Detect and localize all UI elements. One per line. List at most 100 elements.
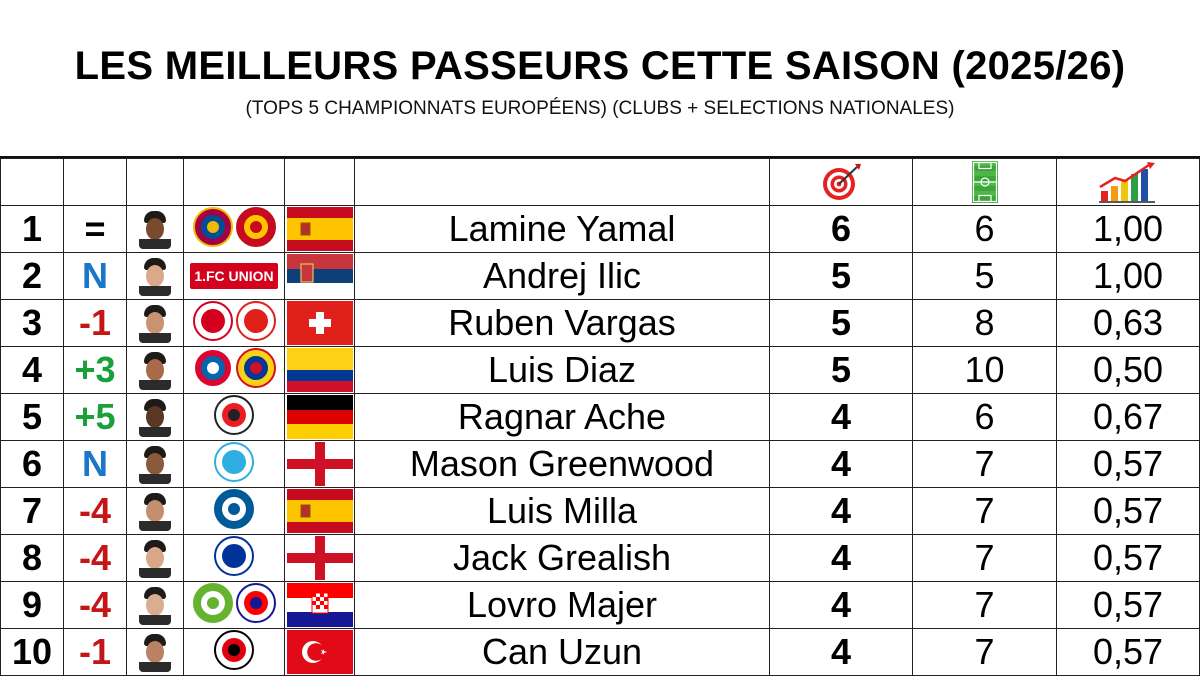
avatar — [139, 303, 171, 343]
club-logo — [192, 582, 233, 628]
movement-cell: -4 — [63, 581, 127, 629]
assists-cell: 5 — [769, 346, 913, 394]
assists-cell: 4 — [769, 534, 913, 582]
player-name-cell: Lovro Majer — [354, 581, 770, 629]
player-name-cell: Mason Greenwood — [354, 440, 770, 488]
avatar — [139, 538, 171, 578]
flag-england — [286, 442, 353, 486]
ratio-cell: 0,57 — [1056, 534, 1200, 582]
club-logo — [214, 535, 254, 581]
flag-cell — [284, 534, 355, 582]
club-logo — [214, 441, 254, 487]
matches-cell: 7 — [912, 628, 1057, 676]
rank-cell: 9 — [0, 581, 64, 629]
avatar — [139, 256, 171, 296]
rank-cell: 4 — [0, 346, 64, 394]
ratio-cell: 0,57 — [1056, 581, 1200, 629]
player-photo-cell — [126, 346, 184, 394]
movement-cell: -1 — [63, 299, 127, 347]
club-logo-cell — [183, 205, 285, 253]
ratio-cell: 1,00 — [1056, 252, 1200, 300]
rank-cell: 6 — [0, 440, 64, 488]
flag-spain — [286, 489, 353, 533]
table-row: 5 +5 Ragnar Ache 4 6 0,67 — [0, 393, 1200, 441]
movement-cell: N — [63, 252, 127, 300]
flag-cell — [284, 440, 355, 488]
flag-cell — [284, 205, 355, 253]
avatar — [139, 632, 171, 672]
rank-cell: 2 — [0, 252, 64, 300]
player-photo-cell — [126, 205, 184, 253]
national-team-logo — [235, 300, 276, 346]
flag-england — [286, 536, 353, 580]
table-row: 2 N 1.FC UNION Andrej Ilic 5 5 1,00 — [0, 252, 1200, 300]
player-name-cell: Ragnar Ache — [354, 393, 770, 441]
flag-cell — [284, 628, 355, 676]
assists-cell: 6 — [769, 205, 913, 253]
ratio-cell: 0,57 — [1056, 487, 1200, 535]
player-name-cell: Ruben Vargas — [354, 299, 770, 347]
flag-croatia — [286, 583, 353, 627]
page-subtitle: (TOPS 5 CHAMPIONNATS EUROPÉENS) (CLUBS +… — [245, 98, 955, 119]
flag-cell — [284, 393, 355, 441]
movement-cell: = — [63, 205, 127, 253]
avatar — [139, 350, 171, 390]
player-photo-cell — [126, 487, 184, 535]
matches-cell: 6 — [912, 393, 1057, 441]
ratio-cell: 0,57 — [1056, 628, 1200, 676]
club-logo-cell — [183, 534, 285, 582]
matches-cell: 8 — [912, 299, 1057, 347]
flag-cell — [284, 252, 355, 300]
header-move-cell — [63, 158, 127, 206]
ratio-cell: 0,67 — [1056, 393, 1200, 441]
rank-cell: 10 — [0, 628, 64, 676]
player-photo-cell — [126, 440, 184, 488]
matches-cell: 6 — [912, 205, 1057, 253]
matches-cell: 7 — [912, 534, 1057, 582]
club-logo: 1.FC UNION — [190, 263, 278, 289]
flag-turkey — [286, 630, 353, 674]
national-team-logo — [235, 347, 276, 393]
table-row: 1 = Lamine Yamal 6 6 1,00 — [0, 205, 1200, 253]
assists-cell: 4 — [769, 581, 913, 629]
club-logo — [214, 488, 254, 534]
header-photo-cell — [126, 158, 184, 206]
club-logo-cell — [183, 628, 285, 676]
table-row: 6 N Mason Greenwood 4 7 0,57 — [0, 440, 1200, 488]
rank-cell: 3 — [0, 299, 64, 347]
movement-cell: +5 — [63, 393, 127, 441]
flag-cell — [284, 346, 355, 394]
player-photo-cell — [126, 252, 184, 300]
club-logo — [192, 300, 233, 346]
player-name-cell: Jack Grealish — [354, 534, 770, 582]
assists-cell: 4 — [769, 393, 913, 441]
avatar — [139, 397, 171, 437]
player-photo-cell — [126, 628, 184, 676]
flag-spain — [286, 207, 353, 251]
assists-cell: 5 — [769, 252, 913, 300]
table-row: 4 +3 Luis Diaz 5 10 0,50 — [0, 346, 1200, 394]
rank-cell: 5 — [0, 393, 64, 441]
avatar — [139, 209, 171, 249]
player-name-cell: Lamine Yamal — [354, 205, 770, 253]
club-logo — [192, 347, 233, 393]
player-photo-cell — [126, 393, 184, 441]
player-photo-cell — [126, 581, 184, 629]
assists-cell: 4 — [769, 440, 913, 488]
table-row: 10 -1 Can Uzun 4 7 0,57 — [0, 628, 1200, 676]
club-logo-cell — [183, 487, 285, 535]
flag-cell — [284, 581, 355, 629]
header-rank-cell — [0, 158, 64, 206]
player-photo-cell — [126, 299, 184, 347]
player-name-cell: Andrej Ilic — [354, 252, 770, 300]
header-name-cell — [354, 158, 770, 206]
club-logo — [214, 629, 254, 675]
ratio-cell: 0,50 — [1056, 346, 1200, 394]
rank-cell: 8 — [0, 534, 64, 582]
club-logo — [192, 206, 233, 252]
national-team-logo — [235, 582, 276, 628]
player-name-cell: Can Uzun — [354, 628, 770, 676]
flag-switzerland — [286, 301, 353, 345]
player-name-cell: Luis Diaz — [354, 346, 770, 394]
movement-cell: -4 — [63, 487, 127, 535]
